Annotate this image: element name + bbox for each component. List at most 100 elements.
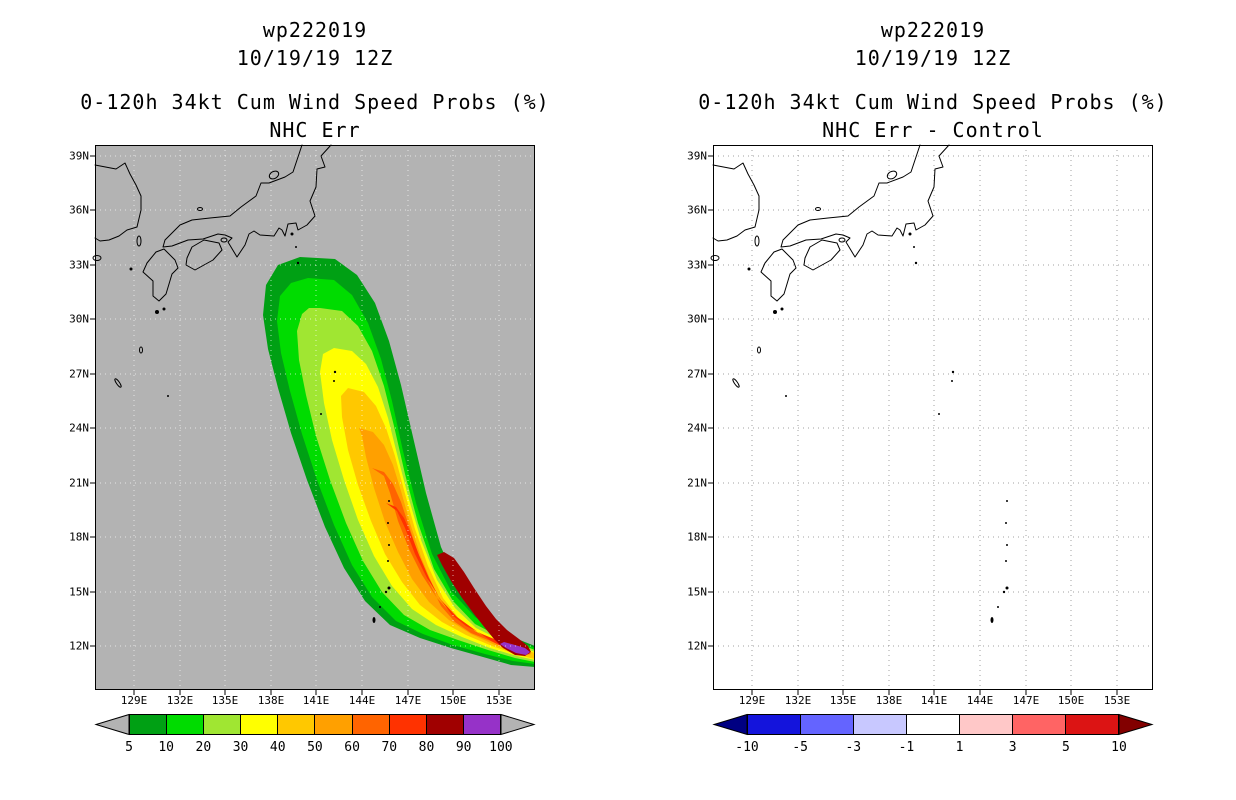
lat-tick-label: 15N (69, 585, 89, 599)
lon-tick-label: 138E (875, 694, 903, 707)
gridlines-horizontal (95, 155, 535, 647)
lat-tick-label: 30N (687, 312, 707, 326)
lon-tick-label: 141E (920, 694, 948, 707)
colorbar-segments (129, 714, 501, 735)
contour-90pct (500, 642, 530, 655)
colorbar-labels: 5 10 20 30 40 50 60 70 80 90 100 (125, 740, 513, 755)
lat-tick-label: 12N (687, 639, 707, 653)
panel-nhc-err: wp222019 10/19/19 12Z 0-120h 34kt Cum Wi… (56, 18, 550, 755)
gridlines-horizontal (713, 155, 1153, 647)
coastline-kyushu (142, 248, 179, 302)
lon-tick-label: 144E (348, 694, 376, 707)
colorbar-segment (1012, 715, 1065, 734)
lon-tick-label: 132E (166, 694, 194, 707)
colorbar-segment (240, 715, 278, 734)
lon-tick-label: 135E (829, 694, 857, 707)
storm-id: wp222019 (880, 18, 986, 42)
lat-tick-label: 36N (69, 203, 89, 217)
lon-tick-label: 144E (966, 694, 994, 707)
map-svg (708, 144, 1153, 695)
coastline-honshu (780, 144, 950, 258)
chart-title: 0-120h 34kt Cum Wind Speed Probs (%) (698, 90, 1168, 114)
lat-tick-label: 18N (69, 530, 89, 544)
colorbar-segment (203, 715, 241, 734)
lon-tick-label: 129E (738, 694, 766, 707)
colorbar-difference: -10 -5 -3 -1 1 3 5 10 (712, 713, 1154, 755)
colorbar-segment (959, 715, 1012, 734)
left-arrow-shape (712, 713, 748, 736)
colorbar-probability: 5 10 20 30 40 50 60 70 80 90 100 (94, 713, 536, 755)
coastline-korea (712, 162, 760, 242)
lat-tick-label: 15N (687, 585, 707, 599)
contour-70pct (386, 503, 531, 655)
colorbar-segment (351, 715, 389, 734)
map-nhc-err-minus-control (708, 144, 1153, 695)
colorbar-segment (277, 715, 315, 734)
colorbar-right-arrow (1118, 713, 1154, 736)
chart-subtitle: NHC Err (269, 118, 361, 142)
colorbar-left-arrow (94, 713, 130, 736)
coastline-korea (94, 162, 142, 242)
colorbar-segment (166, 715, 204, 734)
coastline-kyushu (760, 248, 797, 302)
colorbar-segment (425, 715, 463, 734)
map-nhc-err (90, 144, 535, 695)
lon-tick-label: 150E (1057, 694, 1085, 707)
lat-tick-label: 24N (687, 421, 707, 435)
colorbar-segment (800, 715, 853, 734)
map-background (713, 145, 1153, 690)
lat-tick-label: 12N (69, 639, 89, 653)
storm-id: wp222019 (262, 18, 368, 42)
lat-tick-label: 30N (69, 312, 89, 326)
lat-axis: 39N 36N 33N 30N 27N 24N 21N 18N 15N 12N (674, 145, 710, 690)
lat-tick-label: 21N (69, 476, 89, 490)
lon-tick-label: 153E (1103, 694, 1131, 707)
lon-tick-label: 129E (120, 694, 148, 707)
panel-nhc-err-minus-control: wp222019 10/19/19 12Z 0-120h 34kt Cum Wi… (618, 0, 1236, 800)
axis-ticks (708, 155, 1118, 695)
init-time: 10/19/19 12Z (854, 46, 1012, 70)
right-arrow-shape (1118, 713, 1154, 736)
colorbar-left-arrow (712, 713, 748, 736)
lon-tick-label: 147E (394, 694, 422, 707)
lat-axis: 39N 36N 33N 30N 27N 24N 21N 18N 15N 12N (56, 145, 92, 690)
lat-tick-label: 33N (69, 258, 89, 272)
colorbar-right-arrow (500, 713, 536, 736)
init-time: 10/19/19 12Z (236, 46, 394, 70)
colorbar-segments (747, 714, 1119, 735)
colorbar-segment (314, 715, 352, 734)
map-frame (713, 145, 1153, 690)
coastline-shikoku (803, 239, 841, 271)
lon-tick-label: 153E (485, 694, 513, 707)
lon-tick-label: 138E (257, 694, 285, 707)
lat-tick-label: 27N (69, 367, 89, 381)
lon-tick-label: 147E (1012, 694, 1040, 707)
lon-tick-label: 135E (211, 694, 239, 707)
lat-tick-label: 27N (687, 367, 707, 381)
colorbar-segment (1065, 715, 1118, 734)
lat-tick-label: 36N (687, 203, 707, 217)
lat-tick-label: 39N (687, 149, 707, 163)
coastlines (710, 144, 1009, 623)
lon-axis: 129E 132E 135E 138E 141E 144E 147E 150E 153E (713, 694, 1153, 707)
chart-title: 0-120h 34kt Cum Wind Speed Probs (%) (80, 90, 550, 114)
lat-tick-label: 18N (687, 530, 707, 544)
lat-tick-label: 33N (687, 258, 707, 272)
lon-tick-label: 132E (784, 694, 812, 707)
colorbar-segment (748, 715, 800, 734)
colorbar-segment (462, 715, 500, 734)
colorbar-segment (388, 715, 426, 734)
lon-axis: 129E 132E 135E 138E 141E 144E 147E 150E 153E (95, 694, 535, 707)
colorbar-segment (853, 715, 906, 734)
coastlines (92, 144, 391, 623)
lat-tick-label: 39N (69, 149, 89, 163)
lat-tick-label: 21N (687, 476, 707, 490)
colorbar-segment (130, 715, 167, 734)
chart-subtitle: NHC Err - Control (822, 118, 1044, 142)
contour-40pct (341, 388, 535, 659)
map-frame (95, 145, 535, 690)
probability-swath (263, 257, 535, 667)
islands (710, 170, 1009, 623)
contour-80pct (437, 552, 531, 656)
